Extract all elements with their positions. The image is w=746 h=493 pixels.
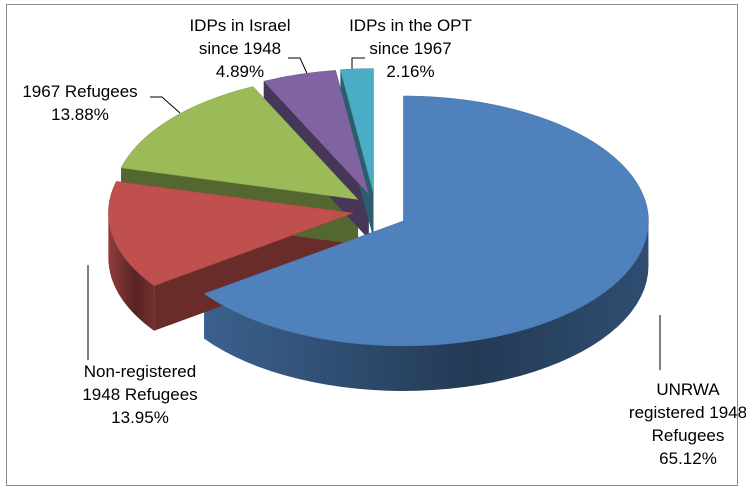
- slice-side: [204, 220, 649, 391]
- slice-side: [108, 212, 155, 331]
- slice: [263, 70, 369, 195]
- slice-name: IDPs in Israel since 1948: [189, 16, 291, 58]
- label: Non-registered 1948 Refugees 13.95%: [65, 360, 215, 429]
- slice-name: IDPs in the OPT since 1967: [349, 16, 472, 58]
- slice-value: 2.16%: [386, 62, 435, 81]
- label: IDPs in Israel since 1948 4.89%: [185, 14, 295, 83]
- slice-value: 13.88%: [51, 105, 109, 124]
- leader-line: [150, 96, 181, 114]
- slice-value: 65.12%: [659, 449, 717, 468]
- label: IDPs in the OPT since 1967 2.16%: [343, 14, 478, 83]
- slice-name: 1967 Refugees: [22, 82, 138, 101]
- slice-value: 4.89%: [215, 62, 265, 81]
- slice-name: UNRWA registered 1948 Refugees: [628, 380, 746, 445]
- slice: [340, 68, 374, 194]
- slice-tops: [108, 68, 649, 347]
- slice: [120, 86, 359, 200]
- slice-value: 13.95%: [111, 408, 169, 427]
- leader-line: [288, 57, 311, 81]
- label: UNRWA registered 1948 Refugees 65.12%: [608, 378, 746, 470]
- slice: [203, 95, 649, 347]
- slice-name: Non-registered 1948 Refugees: [82, 362, 198, 404]
- slice: [108, 181, 354, 286]
- chart-frame: [6, 4, 738, 486]
- label: 1967 Refugees 13.88%: [10, 80, 150, 126]
